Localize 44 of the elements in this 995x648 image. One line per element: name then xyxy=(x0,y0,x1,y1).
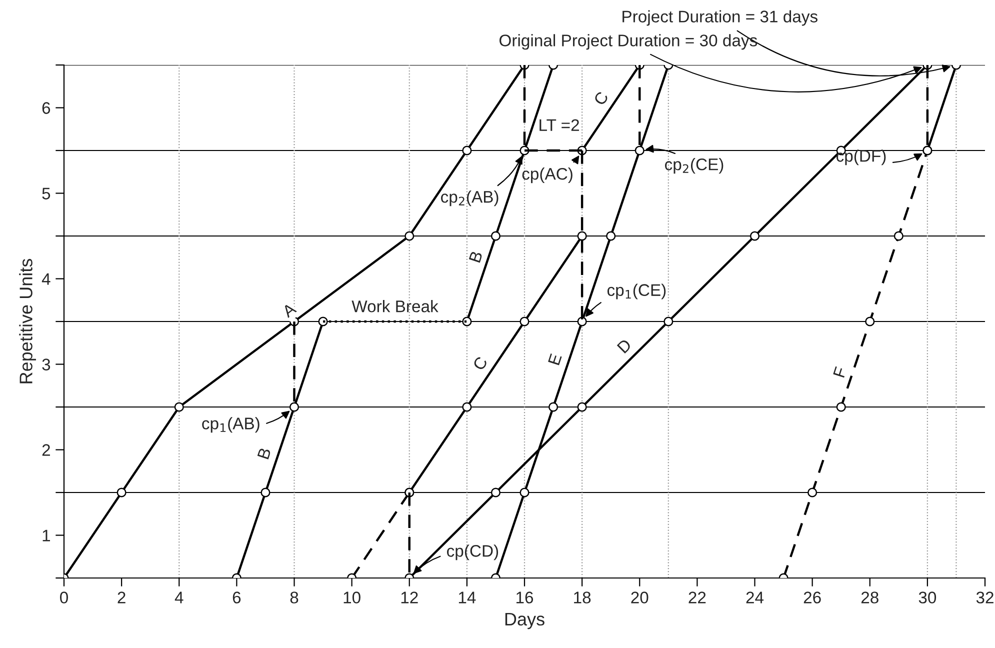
annotation: cp$_{1}$(AB) xyxy=(202,417,260,433)
annotation: C xyxy=(593,90,609,106)
annotation: LT =2 xyxy=(540,119,579,131)
x-tick-label: 32 xyxy=(976,592,994,604)
annotation: cp(DF) xyxy=(836,150,886,166)
annotation: Project Duration = 31 days xyxy=(622,10,818,26)
y-tick-label: 5 xyxy=(42,188,50,200)
annotation: B xyxy=(257,447,272,460)
annotation: Work Break xyxy=(352,300,438,312)
annotation: C xyxy=(472,356,488,372)
y-tick-label: 3 xyxy=(42,358,50,370)
x-tick-label: 4 xyxy=(174,592,184,604)
x-tick-label: 14 xyxy=(458,592,476,604)
annotation: E xyxy=(548,353,562,366)
y-tick-label: 4 xyxy=(42,273,50,285)
x-tick-label: 30 xyxy=(918,592,936,604)
x-tick-label: 18 xyxy=(574,592,591,604)
y-tick-label: 6 xyxy=(42,102,50,114)
annotation: D xyxy=(616,338,632,354)
annotation: cp$_{2}$(AB) xyxy=(441,190,498,206)
x-tick-label: 0 xyxy=(60,592,68,604)
x-tick-label: 2 xyxy=(118,592,126,604)
annotation: cp$_{1}$(CE) xyxy=(607,284,666,300)
x-tick-label: 26 xyxy=(804,592,821,604)
annotation: cp(AC) xyxy=(522,168,572,184)
annotation: Original Project Duration = 30 days xyxy=(500,34,758,50)
annotation: A xyxy=(281,302,297,318)
annotation: B xyxy=(468,250,483,263)
x-axis-title: Days xyxy=(505,612,544,630)
x-tick-label: 24 xyxy=(746,592,764,604)
y-tick-label: 1 xyxy=(42,530,50,542)
x-tick-label: 12 xyxy=(401,592,418,604)
x-tick-label: 6 xyxy=(232,592,241,604)
y-axis-title: Repetitive Units xyxy=(19,258,36,384)
x-tick-label: 16 xyxy=(516,592,534,604)
annotation: F xyxy=(833,366,847,378)
x-tick-label: 10 xyxy=(344,592,360,604)
annotation: cp(CD) xyxy=(447,544,498,560)
annotation: cp$_{2}$(CE) xyxy=(665,158,724,174)
x-tick-label: 22 xyxy=(688,592,706,604)
x-tick-label: 20 xyxy=(631,592,648,604)
y-tick-label: 2 xyxy=(42,444,50,456)
x-tick-label: 8 xyxy=(290,592,298,604)
x-tick-label: 28 xyxy=(861,592,878,604)
